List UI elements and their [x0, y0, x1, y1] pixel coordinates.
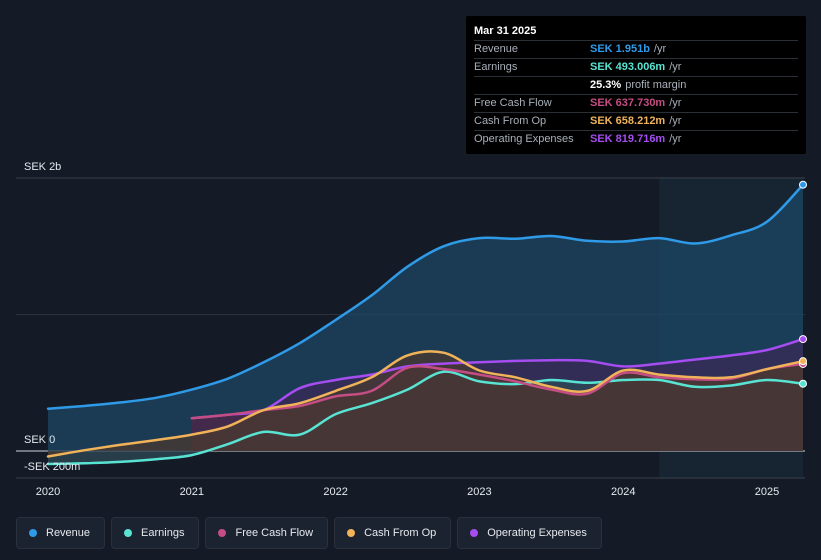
legend-label: Free Cash Flow: [235, 527, 314, 539]
legend-item-earnings[interactable]: Earnings: [111, 517, 200, 549]
series-lines: [46, 183, 805, 466]
legend-item-cash-from-op[interactable]: Cash From Op: [334, 517, 452, 549]
operating-expenses-end-marker: [799, 335, 807, 344]
operating-expenses-line: [190, 337, 805, 420]
tooltip-row-label: Free Cash Flow: [474, 97, 552, 109]
tooltip-row: 25.3% profit margin: [474, 76, 798, 94]
tooltip-row-unit: /yr: [669, 61, 682, 73]
free-cash-flow-line: [190, 362, 805, 420]
legend-dot-icon: [218, 529, 227, 537]
tooltip-row-label: Operating Expenses: [474, 133, 574, 145]
legend-label: Earnings: [141, 527, 185, 539]
y-label-top: SEK 2b: [24, 161, 61, 173]
tooltip-row-unit: profit margin: [625, 79, 687, 91]
legend-dot-icon: [29, 529, 37, 537]
x-tick-2020: 2020: [36, 486, 60, 498]
x-tick-2025: 2025: [755, 486, 779, 498]
earnings-end-marker: [799, 379, 807, 388]
tooltip-row: Operating Expenses SEK 819.716m/yr: [474, 130, 798, 148]
tooltip-row: Free Cash Flow SEK 637.730m/yr: [474, 94, 798, 112]
x-tick-2023: 2023: [467, 486, 491, 498]
tooltip-row: Revenue SEK 1.951b/yr: [474, 40, 798, 58]
revenue-line: [46, 183, 805, 410]
tooltip-row-unit: /yr: [669, 133, 682, 145]
tooltip-row-value: SEK 658.212m: [590, 115, 666, 127]
tooltip-row-value: SEK 493.006m: [590, 61, 666, 73]
legend: Revenue Earnings Free Cash Flow Cash From O…: [16, 517, 602, 549]
x-axis-ticks: 2020 2021 2022 2023 2024 2025: [36, 486, 780, 498]
tooltip-date: Mar 31 2025: [474, 25, 537, 37]
tooltip-row-value: 25.3%: [590, 79, 622, 91]
x-tick-2022: 2022: [323, 486, 347, 498]
tooltip-row-unit: /yr: [669, 97, 682, 109]
legend-label: Operating Expenses: [487, 527, 587, 539]
legend-item-free-cash-flow[interactable]: Free Cash Flow: [205, 517, 329, 549]
cash-from-op-end-marker: [799, 357, 807, 366]
tooltip-rows: Revenue SEK 1.951b/yr Earnings SEK 493.006m…: [474, 40, 798, 148]
tooltip-row: Cash From Op SEK 658.212m/yr: [474, 112, 798, 130]
tooltip-row-value: SEK 1.951b: [590, 43, 650, 55]
tooltip-row-label: Earnings: [474, 61, 518, 73]
legend-label: Cash From Op: [364, 527, 437, 539]
legend-dot-icon: [124, 529, 133, 537]
revenue-end-marker: [799, 180, 807, 189]
tooltip-row-label: Cash From Op: [474, 115, 547, 127]
legend-dot-icon: [347, 529, 356, 537]
x-tick-2021: 2021: [180, 486, 204, 498]
legend-dot-icon: [470, 529, 479, 537]
legend-item-revenue[interactable]: Revenue: [16, 517, 106, 549]
tooltip-row-value: SEK 819.716m: [590, 133, 666, 145]
y-label-zero: SEK 0: [24, 434, 55, 446]
tooltip-row-unit: /yr: [653, 43, 667, 55]
tooltip-panel: Mar 31 2025 Revenue SEK 1.951b/yr Earnings…: [466, 16, 806, 154]
y-label-bottom: -SEK 200m: [24, 461, 80, 473]
tooltip-row-value: SEK 637.730m: [590, 97, 666, 109]
earnings-line: [46, 370, 805, 466]
tooltip-row: Earnings SEK 493.006m/yr: [474, 58, 798, 76]
series-end-markers: [799, 180, 807, 388]
tooltip-row-unit: /yr: [669, 115, 682, 127]
legend-label: Revenue: [46, 527, 91, 539]
x-tick-2024: 2024: [611, 486, 635, 498]
tooltip-row-label: Revenue: [474, 43, 519, 55]
legend-item-operating-expenses[interactable]: Operating Expenses: [457, 517, 602, 549]
cash-from-op-line: [46, 350, 805, 458]
